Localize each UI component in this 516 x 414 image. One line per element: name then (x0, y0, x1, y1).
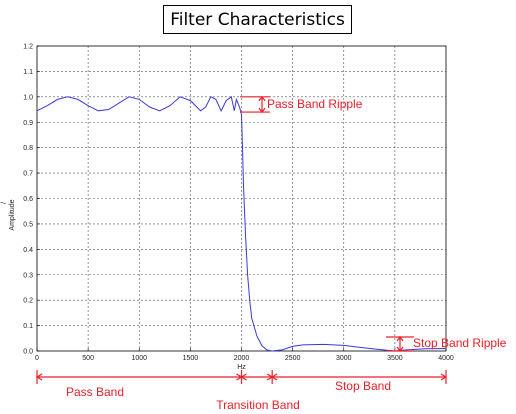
y-tick-label: 0.7 (23, 171, 33, 178)
x-tick-label: 4000 (438, 355, 454, 362)
transition-band-arrow-left (240, 373, 247, 381)
stop-band-label: Stop Band (335, 379, 391, 393)
stop-band-arrow-left (271, 373, 278, 381)
y-tick-label: 0.8 (23, 145, 33, 152)
x-tick-label: 3500 (387, 355, 403, 362)
x-tick-label: 3000 (336, 355, 352, 362)
x-axis-label: Hz (237, 364, 246, 371)
y-tick-label: 0.4 (23, 247, 33, 254)
plot-frame (36, 45, 447, 352)
pass-ripple-arrow-up (258, 95, 266, 102)
y-tick-label: 1.0 (23, 94, 33, 101)
stop-ripple-arrow-up (396, 336, 404, 342)
pass-band-arrow-left (35, 373, 43, 381)
pass-band-ripple-label: Pass Band Ripple (267, 97, 363, 111)
stop-ripple-arrow-down (396, 346, 404, 352)
y-axis-symbol: / (1, 202, 8, 204)
y-tick-label: 0.1 (23, 323, 33, 330)
stop-band-arrow-right (440, 373, 448, 381)
y-tick-label: 0.0 (23, 349, 33, 356)
pass-ripple-arrow-down (258, 107, 266, 114)
y-tick-label: 1.2 (23, 44, 33, 51)
y-tick-label: 0.5 (23, 221, 33, 228)
x-tick-label: 500 (82, 355, 94, 362)
annotations (35, 95, 448, 384)
y-tick-label: 0.3 (23, 272, 33, 279)
y-tick-label: 0.9 (23, 120, 33, 127)
tick-labels: 0 500 1000 1500 2000 2500 3000 3500 4000 0.0 0.1 0.… (23, 44, 454, 363)
x-tick-label: 1000 (131, 355, 147, 362)
grid (36, 45, 447, 352)
y-tick-label: 1.1 (23, 69, 33, 76)
transition-band-label: Transition Band (216, 398, 300, 412)
y-tick-label: 0.2 (23, 298, 33, 305)
x-tick-label: 2000 (234, 355, 250, 362)
chart-title: Filter Characteristics (163, 5, 352, 34)
pass-band-label: Pass Band (66, 385, 124, 399)
series-line (36, 95, 447, 352)
y-tick-label: 0.6 (23, 196, 33, 203)
x-tick-label: 2500 (285, 355, 301, 362)
y-axis-label: Amplitude (9, 199, 16, 230)
stop-band-ripple-label: Stop Band Ripple (413, 336, 507, 350)
x-tick-label: 1500 (183, 355, 199, 362)
x-tick-label: 0 (35, 355, 39, 362)
